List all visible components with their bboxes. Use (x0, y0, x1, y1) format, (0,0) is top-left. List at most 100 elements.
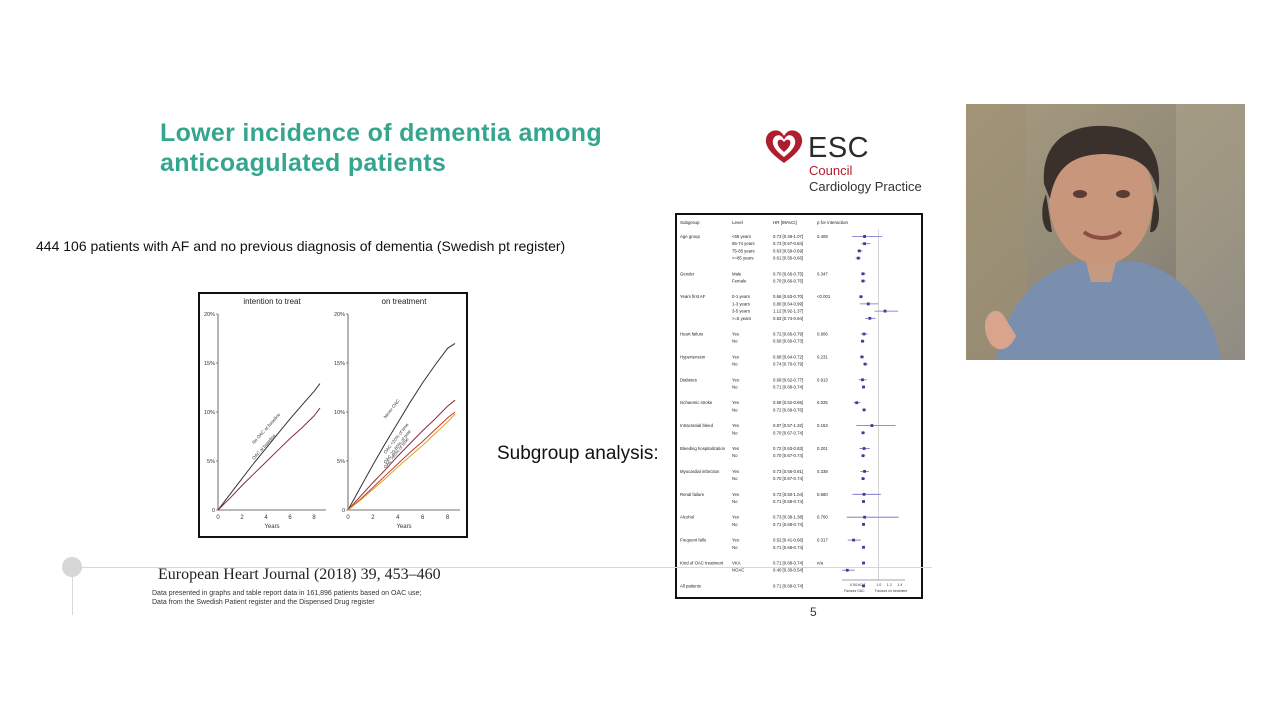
forest-level: Yes (732, 469, 739, 474)
forest-estimate (863, 515, 866, 519)
footnote-line2: Data from the Swedish Patient register a… (152, 599, 375, 606)
forest-subgroup-name: Intracranial bleed (680, 423, 714, 428)
forest-estimate (861, 431, 865, 435)
forest-estimate (861, 272, 865, 276)
forest-hr: 0.58 [0.52-0.65] (773, 400, 803, 405)
forest-estimate (862, 385, 865, 389)
series-label-0: Never OAC (383, 398, 402, 420)
forest-group: Hypertension 0.231 Yes 0.68 [0.64-0.72] No 0.… (680, 354, 868, 367)
forest-level: No (732, 545, 738, 550)
forest-hr: 1.12 [0.92-1.37] (773, 309, 803, 314)
forest-estimate (863, 470, 866, 473)
series-line-0 (217, 383, 321, 511)
chart-title: on treatment (382, 297, 428, 306)
y-tick-label: 20% (204, 312, 215, 318)
forest-hr: 0.70 [0.67-0.74] (773, 430, 803, 435)
timeline-marker-line (72, 577, 73, 615)
forest-hr: 0.70 [0.66-0.75] (773, 271, 803, 276)
x-tick-label: 6 (288, 515, 292, 521)
forest-hr: 0.68 [0.64-0.72] (773, 354, 803, 359)
y-tick-label: 15% (204, 361, 215, 367)
forest-p-value: 0.408 (817, 234, 828, 239)
forest-level: Yes (732, 446, 739, 451)
x-tick-label: 4 (396, 515, 400, 521)
x-axis-label: Years (264, 524, 279, 530)
forest-subgroup-name: Alcohol (680, 515, 694, 520)
forest-group: Renal failure 0.680 Yes 0.72 [0.50-1.04] No 0… (680, 492, 881, 504)
y-tick-label: 15% (334, 361, 345, 367)
forest-group: Intracranial bleed 0.153 Yes 0.87 [0.57-1.3… (680, 423, 896, 435)
forest-level: Yes (732, 515, 739, 520)
forest-group: Bleeding hospitalization 0.201 Yes 0.72 [0.… (680, 446, 870, 458)
forest-group: Age group 0.408 <65 years 0.73 [0.49-1.07] 6… (680, 234, 883, 261)
forest-estimate (857, 249, 861, 253)
forest-group: Frequent falls 0.317 Yes 0.52 [0.41-0.66] No… (680, 538, 866, 550)
forest-level: Yes (732, 492, 739, 497)
forest-hr: 0.72 [0.50-1.04] (773, 492, 803, 497)
forest-level: No (732, 407, 738, 412)
forest-estimate (883, 309, 887, 313)
esc-logo-word: ESC (808, 132, 870, 164)
y-tick-label: 10% (204, 410, 215, 416)
forest-header: Level (732, 220, 743, 225)
forest-level: Yes (732, 423, 739, 428)
forest-tick-label: 1.2 (887, 583, 892, 587)
forest-hr: 0.71 [0.68-0.74] (773, 545, 803, 550)
forest-group: Years first AF <0.001 0-1 years 0.66 [0.63-… (680, 294, 899, 321)
forest-level: Female (732, 279, 747, 284)
forest-tick-label: 0.5 (850, 583, 855, 587)
footnote-line1: Data presented in graphs and table repor… (152, 590, 422, 597)
forest-estimate (845, 568, 849, 572)
forest-level: 65-74 years (732, 241, 755, 246)
timeline-knob[interactable] (62, 557, 82, 577)
forest-estimate (870, 424, 874, 427)
forest-level: >=5 years (732, 316, 751, 321)
forest-estimate (862, 561, 865, 565)
forest-level: No (732, 499, 738, 504)
forest-level: 1-3 years (732, 301, 750, 306)
slide-title-line1: Lower incidence of dementia among (160, 119, 602, 147)
forest-estimate (862, 447, 866, 450)
x-tick-label: 8 (312, 515, 316, 521)
forest-level: Yes (732, 400, 739, 405)
forest-hr: 0.72 [0.69-0.76] (773, 407, 803, 412)
forest-group: All patients 0.71 [0.68-0.74] (680, 583, 866, 588)
presenter-video-feed[interactable] (966, 104, 1245, 360)
forest-hr: 0.40 [0.30-0.54] (773, 568, 803, 573)
forest-hr: 0.83 [0.74-0.94] (773, 316, 803, 321)
x-tick-label: 0 (216, 515, 220, 521)
forest-level: No (732, 476, 738, 481)
forest-estimate (862, 523, 865, 526)
forest-hr: 0.73 [0.67-0.84] (773, 241, 803, 246)
forest-group: Kind of OAC treatment n/a VKA 0.71 [0.68-0.… (680, 561, 866, 573)
forest-tick-label: 1.4 (897, 583, 902, 587)
esc-logo-practice: Cardiology Practice (809, 179, 922, 194)
forest-level: Yes (732, 354, 739, 359)
esc-logo-council: Council (809, 163, 853, 178)
forest-level: No (732, 453, 738, 458)
forest-estimate (852, 538, 855, 542)
timeline-track[interactable] (72, 567, 932, 568)
forest-hr: 0.70 [0.67-0.74] (773, 453, 803, 458)
forest-level: Yes (732, 377, 739, 382)
forest-estimate (861, 477, 865, 480)
heart-logo-icon (765, 130, 803, 163)
forest-level: Yes (732, 332, 739, 337)
forest-level: 0-1 years (732, 294, 750, 299)
forest-level: 3-5 years (732, 309, 750, 314)
y-tick-label: 0 (212, 508, 215, 514)
y-tick-label: 5% (207, 459, 215, 465)
forest-level: No (732, 362, 738, 367)
forest-hr: 0.66 [0.63-0.70] (773, 294, 803, 299)
forest-level: 75-85 years (732, 248, 755, 253)
forest-axis-label-right: Favours no treatment (875, 589, 907, 593)
forest-level: No (732, 430, 738, 435)
incidence-chart-panel: intention to treat 0 5% 10% 15% 20% 0 2 4 6 8 Years… (198, 292, 468, 538)
y-tick-label: 10% (334, 410, 345, 416)
forest-estimate (859, 295, 863, 299)
incidence-charts: intention to treat 0 5% 10% 15% 20% 0 2 4 6 8 Years… (204, 297, 460, 530)
forest-estimate (862, 500, 865, 503)
forest-level: No (732, 522, 738, 527)
forest-subgroup-name: Hypertension (680, 354, 706, 359)
subgroup-analysis-label: Subgroup analysis: (497, 443, 659, 464)
